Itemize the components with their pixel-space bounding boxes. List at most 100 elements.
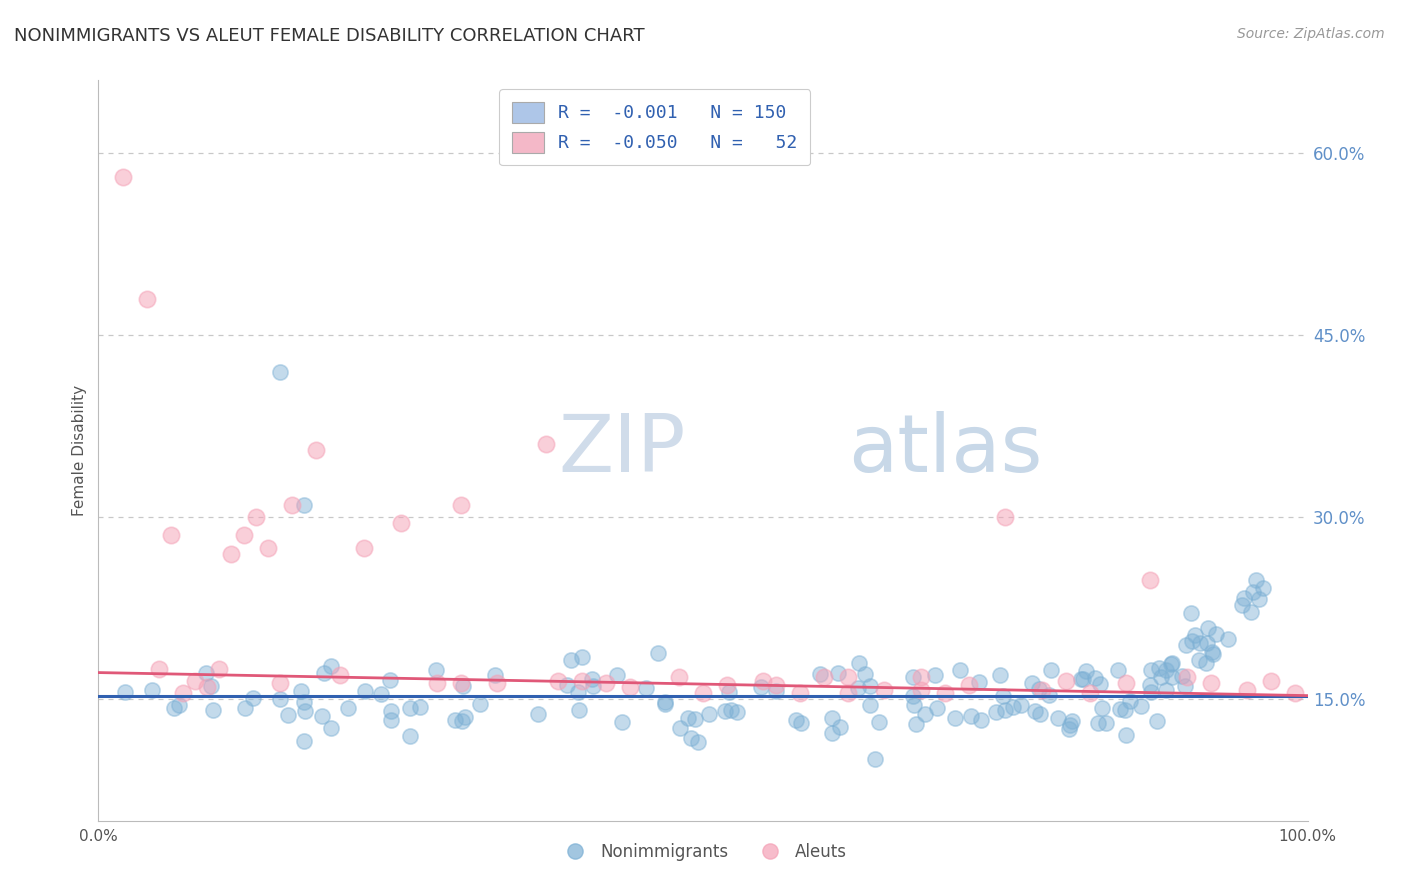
Point [233, 700, 256, 714]
Point [547, 674, 569, 689]
Point [571, 674, 593, 689]
Point [960, 708, 983, 723]
Point [1174, 679, 1197, 693]
Point [846, 681, 869, 696]
Point [1091, 700, 1114, 714]
Point [1031, 682, 1053, 697]
Point [1160, 670, 1182, 684]
Point [1199, 676, 1222, 690]
Point [1251, 581, 1274, 595]
Legend: Nonimmigrants, Aleuts: Nonimmigrants, Aleuts [553, 837, 853, 868]
Point [1021, 676, 1043, 690]
Point [567, 685, 589, 699]
Point [610, 714, 633, 729]
Point [311, 709, 333, 723]
Point [408, 700, 430, 714]
Point [202, 703, 225, 717]
Point [1184, 628, 1206, 642]
Point [451, 679, 474, 693]
Point [679, 731, 702, 746]
Point [676, 711, 699, 725]
Point [1195, 656, 1218, 670]
Point [853, 667, 876, 681]
Point [312, 665, 335, 680]
Point [1147, 661, 1170, 675]
Point [1244, 573, 1267, 587]
Point [1154, 682, 1177, 697]
Point [1140, 685, 1163, 699]
Point [1236, 682, 1258, 697]
Point [1260, 674, 1282, 689]
Point [1146, 714, 1168, 729]
Point [184, 674, 207, 689]
Point [994, 703, 1017, 717]
Point [1057, 723, 1080, 737]
Point [943, 710, 966, 724]
Point [827, 666, 849, 681]
Point [163, 700, 186, 714]
Point [668, 721, 690, 735]
Point [808, 667, 831, 681]
Point [697, 707, 720, 722]
Point [208, 662, 231, 676]
Point [1073, 673, 1095, 687]
Point [970, 713, 993, 727]
Point [1139, 678, 1161, 692]
Point [1095, 715, 1118, 730]
Point [269, 365, 291, 379]
Point [454, 709, 477, 723]
Point [765, 684, 787, 698]
Point [292, 498, 315, 512]
Point [1002, 700, 1025, 714]
Point [903, 698, 925, 712]
Point [821, 725, 844, 739]
Point [1198, 621, 1220, 635]
Point [925, 701, 948, 715]
Point [172, 686, 194, 700]
Point [256, 541, 278, 555]
Point [319, 722, 342, 736]
Point [654, 695, 676, 709]
Point [200, 679, 222, 693]
Point [789, 686, 811, 700]
Point [370, 687, 392, 701]
Point [232, 528, 254, 542]
Point [765, 678, 787, 692]
Point [450, 498, 472, 512]
Point [716, 678, 738, 692]
Text: ZIP: ZIP [558, 411, 685, 490]
Point [242, 690, 264, 705]
Point [1181, 633, 1204, 648]
Point [1171, 669, 1194, 683]
Point [526, 706, 548, 721]
Point [111, 170, 134, 185]
Point [1084, 671, 1107, 685]
Point [292, 734, 315, 748]
Point [1180, 606, 1202, 620]
Point [398, 729, 420, 743]
Point [1010, 698, 1032, 712]
Point [160, 528, 183, 542]
Point [910, 670, 932, 684]
Point [281, 498, 304, 512]
Point [221, 547, 243, 561]
Point [399, 701, 422, 715]
Point [148, 662, 170, 676]
Point [1060, 714, 1083, 728]
Point [683, 712, 706, 726]
Point [1139, 574, 1161, 588]
Point [354, 683, 377, 698]
Point [1197, 636, 1219, 650]
Point [582, 679, 605, 693]
Point [988, 667, 1011, 681]
Point [269, 692, 291, 706]
Point [1150, 670, 1173, 684]
Point [245, 510, 267, 524]
Point [828, 720, 851, 734]
Point [380, 704, 402, 718]
Point [848, 657, 870, 671]
Point [1119, 694, 1142, 708]
Point [195, 680, 218, 694]
Point [1216, 632, 1239, 647]
Point [294, 704, 316, 718]
